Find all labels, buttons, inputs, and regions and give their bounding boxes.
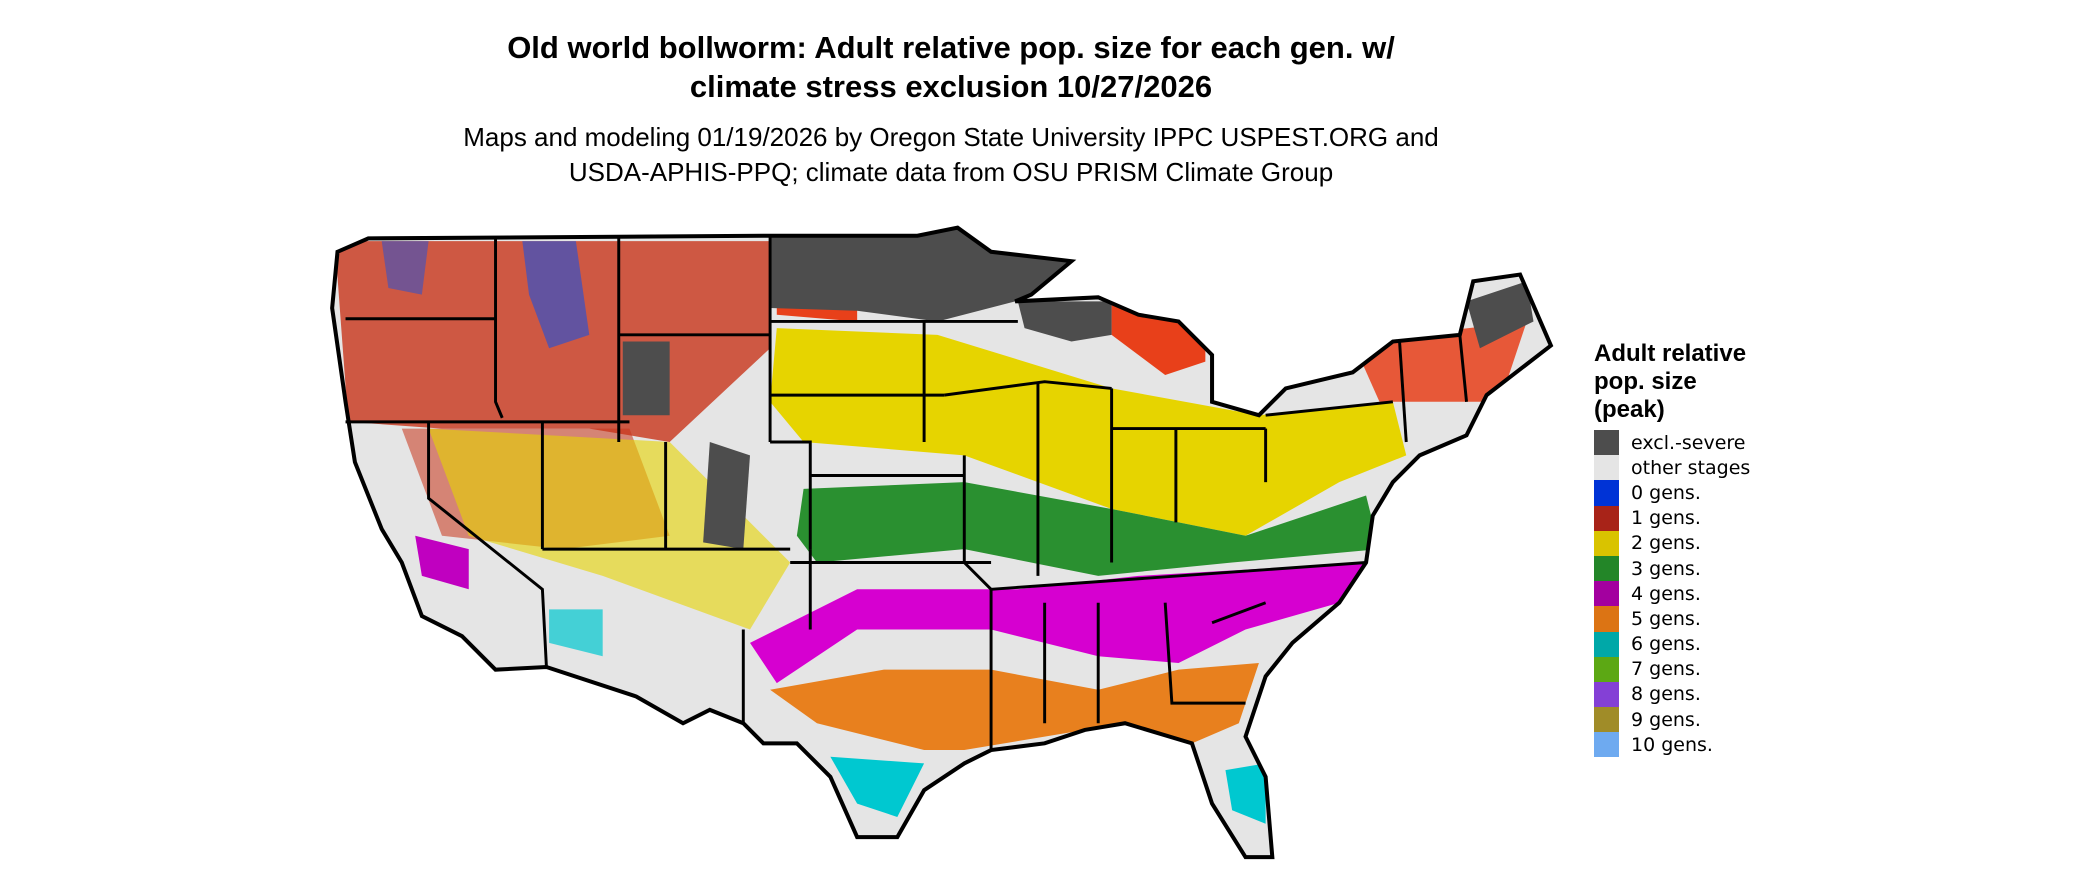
legend-item: 10 gens. bbox=[1594, 732, 1750, 758]
legend-swatch bbox=[1594, 606, 1619, 632]
legend-item: 7 gens. bbox=[1594, 656, 1750, 682]
legend-item: 4 gens. bbox=[1594, 581, 1750, 607]
subtitle-line-2: USDA-APHIS-PPQ; climate data from OSU PR… bbox=[568, 157, 1334, 187]
legend-item: 6 gens. bbox=[1594, 631, 1750, 657]
legend-item: 0 gens. bbox=[1594, 480, 1750, 506]
region-excl-severe-north bbox=[770, 227, 1072, 322]
region-6-gen-tx bbox=[830, 756, 925, 817]
subtitle-line-1: Maps and modeling 01/19/2026 by Oregon S… bbox=[463, 122, 1439, 152]
legend-swatch bbox=[1594, 455, 1619, 481]
legend-item: other stages bbox=[1594, 455, 1751, 481]
map-subtitle: Maps and modeling 01/19/2026 by Oregon S… bbox=[0, 120, 1902, 190]
legend-label: 6 gens. bbox=[1631, 633, 1701, 656]
region-0-gen-rockies bbox=[522, 241, 590, 349]
region-3-gen-band bbox=[796, 482, 1380, 576]
legend-title-line: pop. size bbox=[1594, 368, 1697, 395]
legend-swatch bbox=[1594, 631, 1619, 657]
legend-item: 9 gens. bbox=[1594, 707, 1750, 733]
legend-item: excl.-severe bbox=[1594, 430, 1750, 456]
region-2-gen-midwest bbox=[770, 328, 1407, 536]
legend-item: 3 gens. bbox=[1594, 555, 1750, 582]
legend-title-line: Adult relative bbox=[1594, 340, 1747, 367]
region-6-gen-az bbox=[549, 609, 603, 657]
region-excl-severe-me bbox=[1466, 281, 1534, 349]
legend-swatch bbox=[1594, 430, 1619, 456]
legend-label: 4 gens. bbox=[1631, 582, 1701, 605]
state-borders bbox=[345, 235, 1468, 751]
legend-label: 3 gens. bbox=[1631, 557, 1701, 580]
region-6-gen-fl bbox=[1225, 763, 1266, 824]
pest-raster bbox=[332, 227, 1551, 858]
legend-label: 9 gens. bbox=[1631, 708, 1701, 731]
legend-item: 2 gens. bbox=[1594, 530, 1750, 556]
legend-swatch bbox=[1594, 530, 1619, 556]
legend-title: Adult relative pop. size (peak) bbox=[1594, 340, 1750, 424]
legend: Adult relative pop. size (peak) excl.-se… bbox=[1594, 340, 1751, 758]
region-2-gen-southwest bbox=[428, 428, 791, 630]
legend-label: 1 gens. bbox=[1631, 507, 1701, 530]
legend-item: 1 gens. bbox=[1594, 505, 1750, 531]
legend-label: 0 gens. bbox=[1631, 481, 1701, 504]
legend-swatch bbox=[1594, 555, 1619, 582]
legend-item: 5 gens. bbox=[1594, 606, 1750, 632]
region-0-gen-cascades bbox=[381, 241, 429, 295]
legend-label: 10 gens. bbox=[1631, 733, 1713, 756]
legend-swatch bbox=[1594, 656, 1619, 682]
legend-label: 5 gens. bbox=[1631, 607, 1701, 630]
legend-swatch bbox=[1594, 681, 1619, 708]
region-excl-severe-co bbox=[703, 441, 750, 550]
legend-item: 8 gens. bbox=[1594, 681, 1750, 708]
map-title: Old world bollworm: Adult relative pop. … bbox=[0, 28, 1902, 106]
legend-label: 8 gens. bbox=[1631, 683, 1701, 706]
legend-swatch bbox=[1594, 707, 1619, 733]
legend-label: other stages bbox=[1631, 456, 1751, 479]
title-line-1: Old world bollworm: Adult relative pop. … bbox=[507, 30, 1395, 65]
title-line-2: climate stress exclusion 10/27/2026 bbox=[689, 69, 1213, 104]
region-5-gen-gulf bbox=[770, 662, 1259, 751]
legend-items: excl.-severe other stages 0 gens. 1 gens. 2 … bbox=[1594, 430, 1751, 758]
region-4-gen-band bbox=[750, 562, 1367, 684]
legend-label: 2 gens. bbox=[1631, 532, 1701, 555]
legend-swatch bbox=[1594, 732, 1619, 758]
legend-swatch bbox=[1594, 505, 1619, 531]
legend-label: excl.-severe bbox=[1631, 431, 1746, 454]
region-excl-severe-wy bbox=[622, 341, 670, 416]
region-4-gen-ca bbox=[415, 535, 469, 590]
region-excl-severe-wi bbox=[1017, 301, 1112, 342]
legend-title-line: (peak) bbox=[1594, 396, 1665, 423]
legend-swatch bbox=[1594, 480, 1619, 506]
legend-swatch bbox=[1594, 581, 1619, 607]
legend-label: 7 gens. bbox=[1631, 658, 1701, 681]
